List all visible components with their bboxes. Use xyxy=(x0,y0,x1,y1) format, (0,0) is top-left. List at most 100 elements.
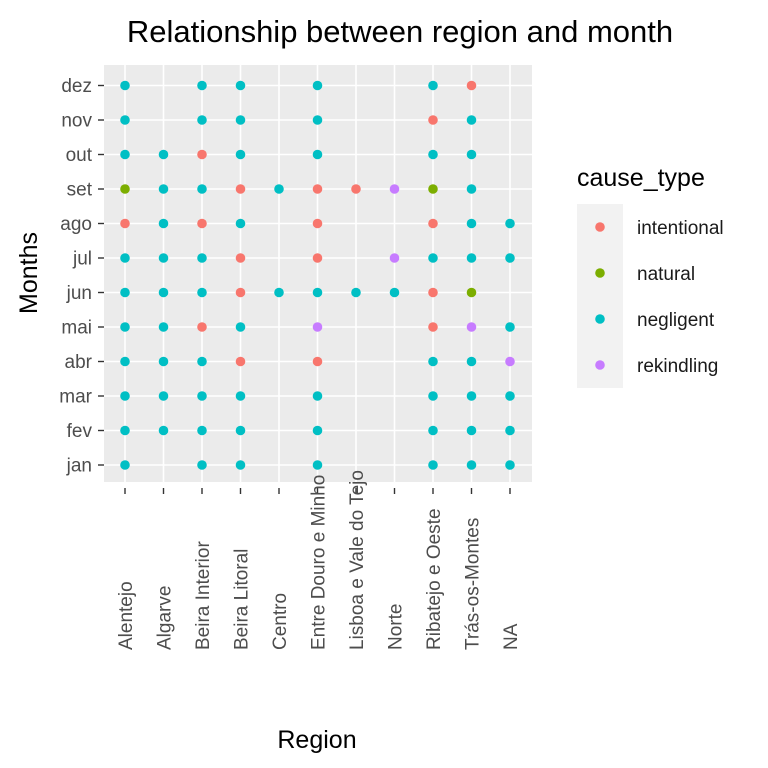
y-tick-label: mai xyxy=(61,318,92,339)
data-point xyxy=(505,425,515,436)
data-point xyxy=(505,460,515,470)
data-point xyxy=(466,391,477,401)
data-point xyxy=(235,425,246,436)
data-point xyxy=(428,391,438,401)
data-point xyxy=(235,218,246,229)
y-tick-label: fev xyxy=(67,421,93,442)
data-point xyxy=(158,218,169,229)
data-point xyxy=(505,356,515,367)
data-point xyxy=(197,253,207,263)
y-tick-label: abr xyxy=(65,352,93,373)
x-tick-label: Norte xyxy=(386,604,407,650)
data-point xyxy=(428,115,438,125)
data-point xyxy=(235,253,246,263)
data-point xyxy=(197,460,207,470)
x-tick-label: Trás-os-Montes xyxy=(463,518,484,650)
data-point xyxy=(505,253,515,263)
data-point xyxy=(120,80,130,91)
data-point xyxy=(389,184,400,194)
data-point xyxy=(466,287,477,298)
data-point xyxy=(235,115,246,125)
legend-label: negligent xyxy=(637,310,715,331)
data-point xyxy=(505,322,515,332)
x-tick-label: Beira Interior xyxy=(193,541,214,650)
y-tick-label: ago xyxy=(60,214,92,235)
data-point xyxy=(235,391,246,401)
data-point xyxy=(158,391,169,401)
legend: cause_type intentional natural negligent re… xyxy=(577,164,724,388)
data-point xyxy=(120,253,130,263)
data-point xyxy=(120,425,130,436)
data-point xyxy=(235,149,246,160)
data-point xyxy=(158,287,169,298)
data-point xyxy=(351,287,361,298)
data-point xyxy=(428,460,438,470)
chart-title: Relationship between region and month xyxy=(127,14,673,49)
data-point xyxy=(389,287,400,298)
x-tick-label: Algarve xyxy=(155,586,176,650)
y-tick-label: jun xyxy=(66,283,92,304)
data-point xyxy=(428,356,438,367)
data-point xyxy=(158,322,169,332)
data-point xyxy=(158,253,169,263)
data-point xyxy=(428,425,438,436)
x-axis: Alentejo Algarve Beira Interior Beira Litor… xyxy=(116,470,522,650)
data-point xyxy=(158,356,169,367)
legend-swatch xyxy=(595,222,605,232)
data-point xyxy=(274,184,284,194)
data-point xyxy=(505,218,515,229)
data-point xyxy=(466,425,477,436)
x-tick-label: Entre Douro e Minho xyxy=(309,475,330,650)
data-point xyxy=(120,184,130,194)
data-point xyxy=(312,80,323,91)
y-tick-label: jan xyxy=(66,456,92,477)
data-point xyxy=(197,425,207,436)
data-point xyxy=(466,184,477,194)
data-point xyxy=(158,425,169,436)
data-point xyxy=(158,184,169,194)
data-point xyxy=(235,322,246,332)
data-point xyxy=(235,184,246,194)
x-tick-label: Beira Litoral xyxy=(232,549,253,650)
data-point xyxy=(466,322,477,332)
x-tick-label: Ribatejo e Oeste xyxy=(424,508,445,650)
x-tick-label: NA xyxy=(501,623,522,650)
legend-swatch xyxy=(595,268,605,278)
data-point xyxy=(466,149,477,160)
data-point xyxy=(197,391,207,401)
y-tick-label: set xyxy=(67,180,93,201)
data-point xyxy=(466,356,477,367)
data-point xyxy=(312,253,323,263)
legend-swatch xyxy=(595,360,605,370)
data-point xyxy=(197,149,207,160)
data-point xyxy=(466,80,477,91)
legend-title: cause_type xyxy=(577,164,705,192)
x-tick-label: Lisboa e Vale do Tejo xyxy=(347,470,368,650)
data-point xyxy=(428,184,438,194)
data-point xyxy=(428,287,438,298)
x-tick-label: Centro xyxy=(270,593,291,650)
data-point xyxy=(120,391,130,401)
data-point xyxy=(428,80,438,91)
data-points xyxy=(120,80,515,470)
data-point xyxy=(120,218,130,229)
data-point xyxy=(235,287,246,298)
data-point xyxy=(466,253,477,263)
data-point xyxy=(235,80,246,91)
y-tick-label: mar xyxy=(59,387,92,408)
data-point xyxy=(466,460,477,470)
legend-label: rekindling xyxy=(637,356,718,377)
data-point xyxy=(235,460,246,470)
data-point xyxy=(235,356,246,367)
data-point xyxy=(389,253,400,263)
data-point xyxy=(197,356,207,367)
data-point xyxy=(505,391,515,401)
data-point xyxy=(312,391,323,401)
data-point xyxy=(466,218,477,229)
x-tick-label: Alentejo xyxy=(116,581,137,650)
data-point xyxy=(428,253,438,263)
y-tick-label: jul xyxy=(72,249,92,270)
y-tick-label: nov xyxy=(61,111,92,132)
data-point xyxy=(120,149,130,160)
